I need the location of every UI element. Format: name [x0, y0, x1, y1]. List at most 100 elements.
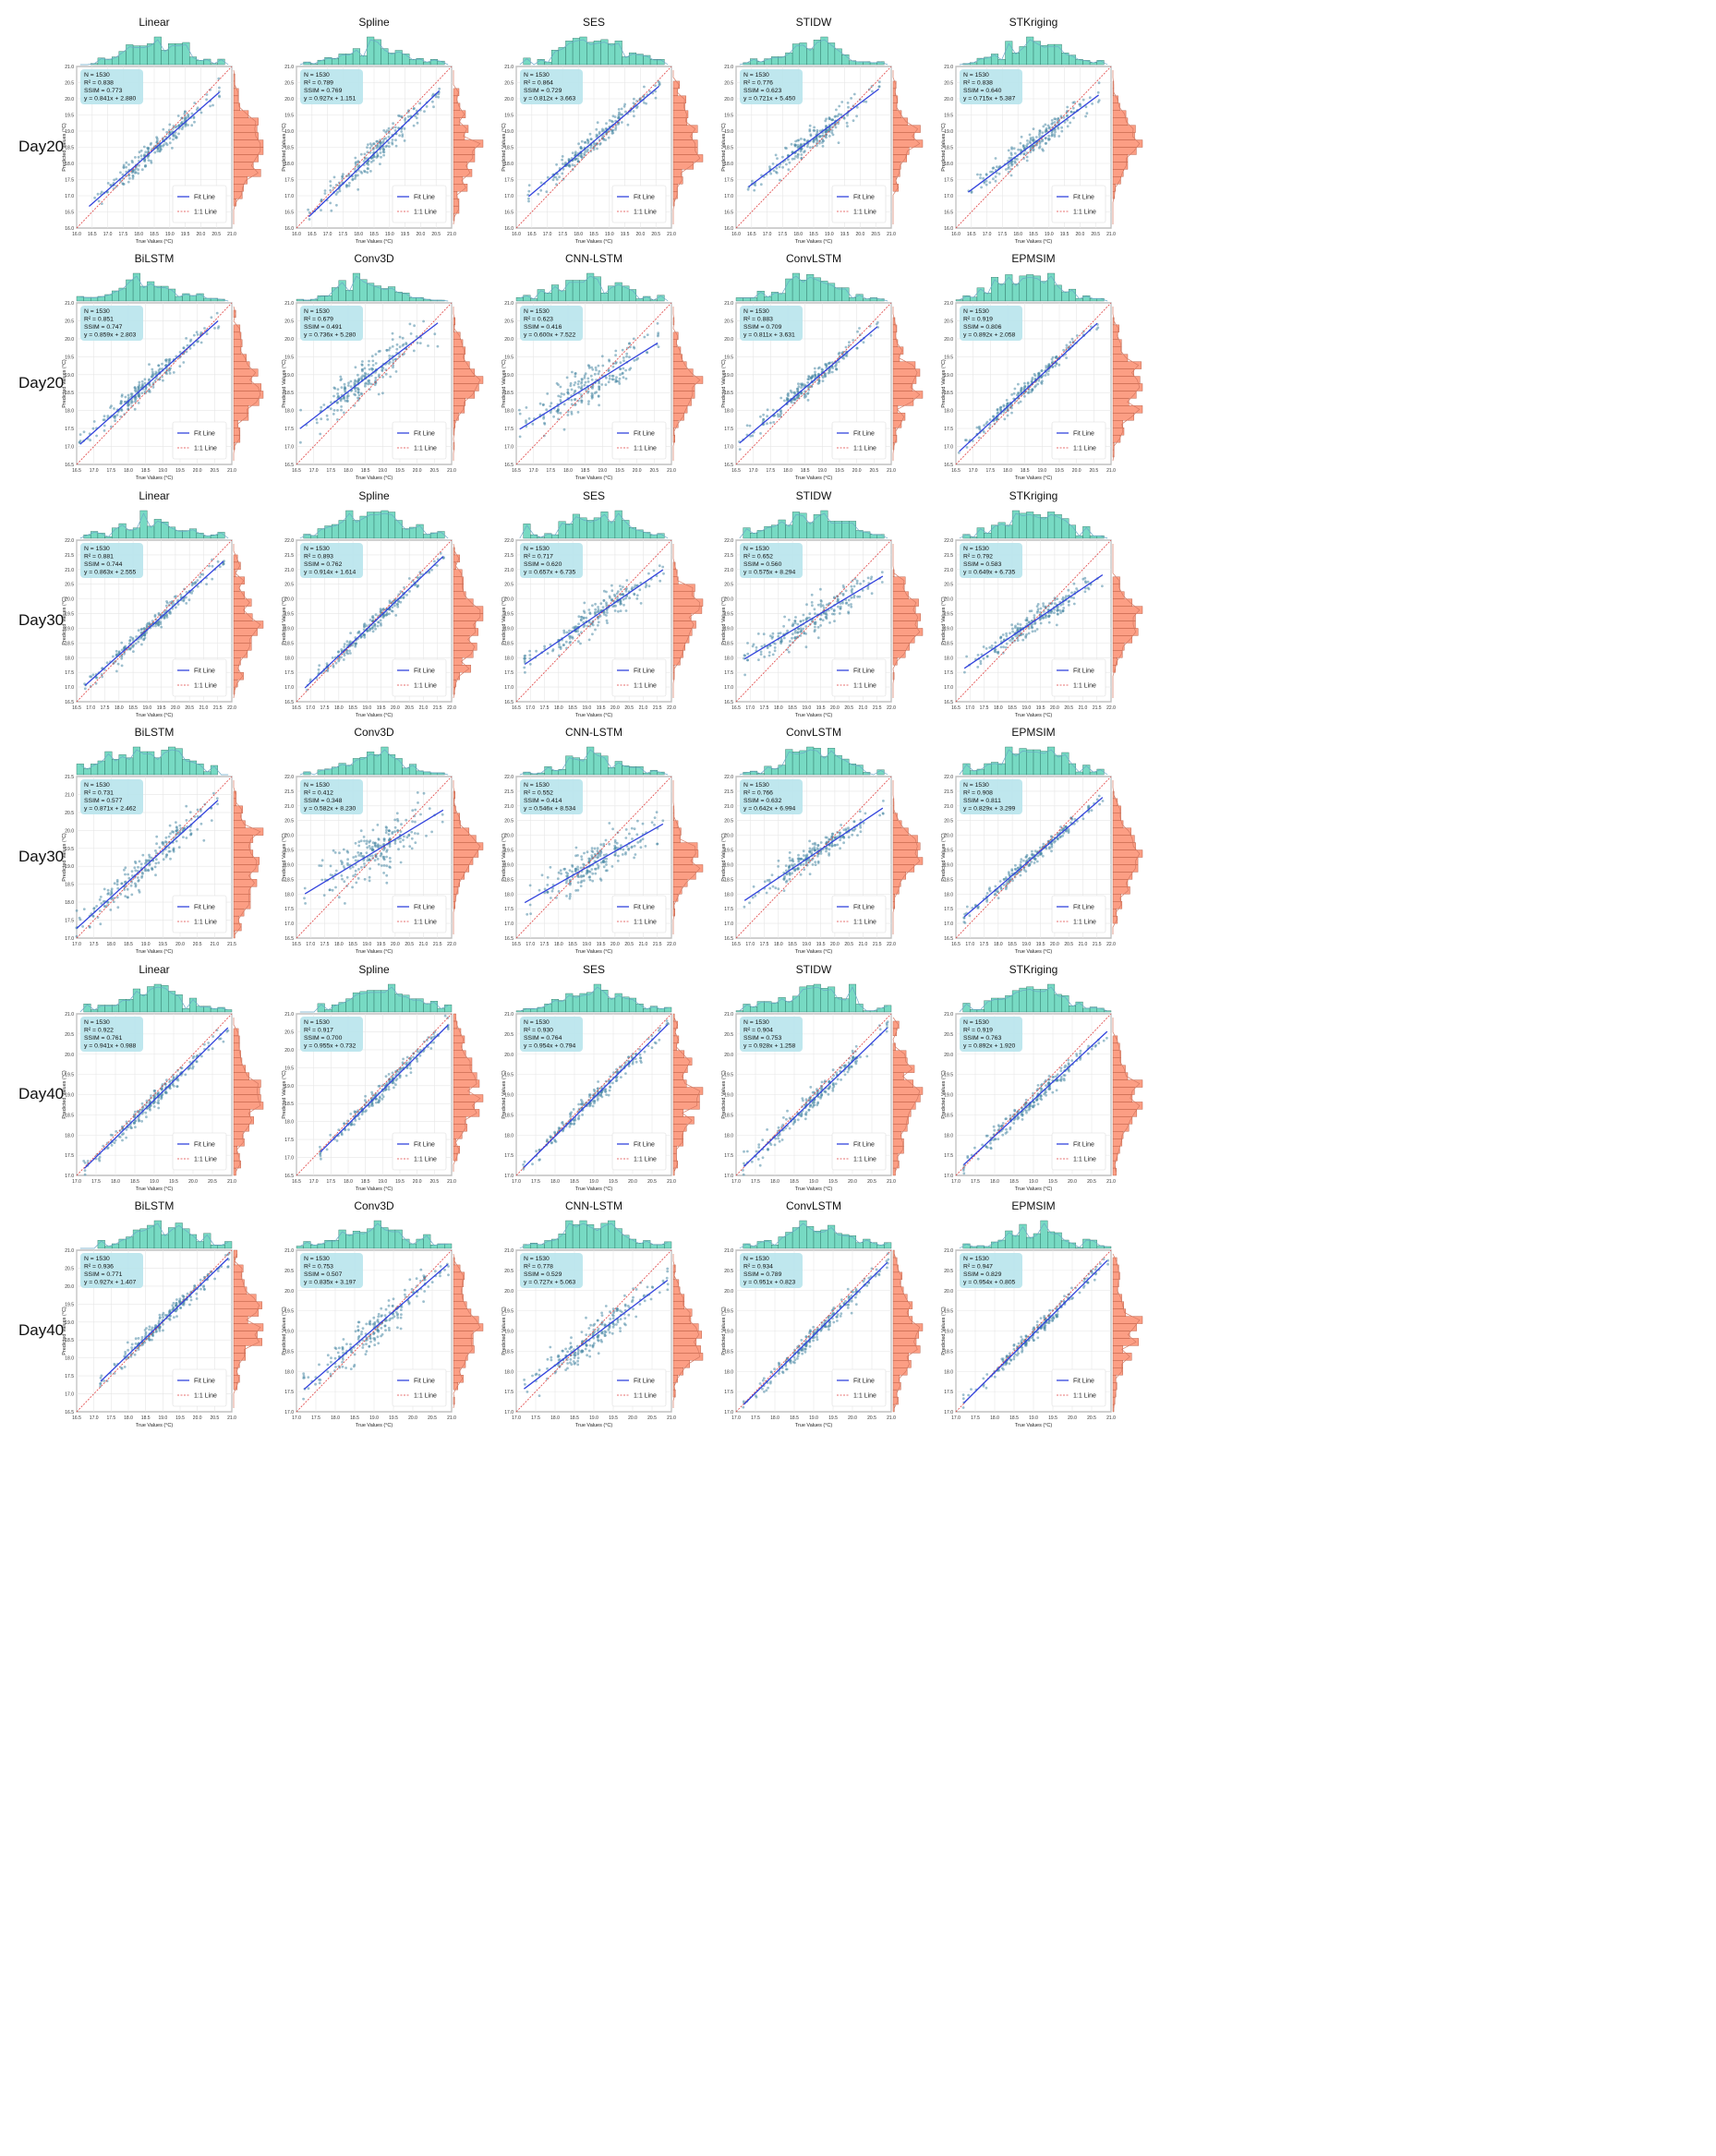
- scatter-point: [630, 587, 634, 591]
- scatter-point: [362, 628, 366, 632]
- scatter-point: [821, 619, 825, 622]
- scatter-point: [760, 644, 764, 648]
- top-hist-bar: [1061, 291, 1069, 302]
- scatter-point: [1047, 363, 1051, 366]
- scatter-point: [408, 590, 411, 593]
- top-hist-bar: [161, 521, 169, 539]
- scatter-point: [656, 321, 659, 325]
- scatter-point: [562, 403, 566, 406]
- right-hist-bar: [892, 361, 916, 369]
- right-hist-bar: [1112, 620, 1136, 629]
- right-hist-bar: [672, 591, 695, 599]
- scatter-point: [782, 636, 786, 640]
- stats-box: [520, 306, 583, 341]
- y-tick-label: 17.0: [944, 194, 953, 199]
- scatter-point: [610, 378, 614, 381]
- y-tick-label: 18.5: [65, 146, 74, 151]
- top-hist-bar: [153, 36, 162, 66]
- y-tick-label: 17.5: [944, 427, 953, 432]
- right-hist-bar: [453, 613, 484, 621]
- right-kde-curve: [1112, 544, 1141, 698]
- x-tick-label: 20.0: [1072, 468, 1082, 474]
- scatter-point: [148, 853, 151, 857]
- scatter-point: [196, 584, 199, 588]
- scatter-point: [768, 165, 771, 169]
- scatter-point: [416, 121, 419, 125]
- scatter-point: [393, 604, 396, 608]
- right-hist-bar: [233, 346, 242, 355]
- scatter-point: [816, 382, 820, 385]
- right-hist-bar: [672, 102, 685, 111]
- chart-title: STIDW: [796, 16, 832, 29]
- chart-title: Conv3D: [354, 252, 394, 265]
- scatter-point: [192, 333, 196, 337]
- scatter-point: [807, 378, 811, 381]
- x-tick-label: 17.5: [546, 468, 555, 474]
- scatter-point: [1019, 400, 1022, 403]
- scatter-point: [654, 84, 657, 88]
- scatter-point: [813, 608, 816, 611]
- x-tick-label: 18.5: [1021, 468, 1030, 474]
- scatter-point: [156, 150, 160, 153]
- x-tick-label: 18.0: [563, 468, 573, 474]
- scatter-point: [596, 134, 599, 138]
- scatter-point: [398, 345, 402, 349]
- top-hist-bar: [97, 533, 105, 539]
- scatter-point: [559, 645, 562, 649]
- scatter-point: [1039, 621, 1043, 625]
- top-histogram: [955, 272, 1108, 302]
- scatter-point: [821, 144, 825, 148]
- scatter-point: [436, 344, 440, 348]
- scatter-point: [994, 175, 997, 178]
- scatter-point: [1007, 149, 1010, 152]
- scatter-point: [577, 622, 580, 626]
- y-tick-label: 19.5: [504, 355, 514, 360]
- scatter-point: [978, 425, 981, 428]
- top-hist-bar: [955, 299, 963, 302]
- scatter-point: [556, 409, 560, 413]
- scatter-point: [332, 175, 336, 179]
- scatter-point: [361, 374, 365, 378]
- scatter-point: [1057, 126, 1060, 130]
- scatter-point: [139, 154, 143, 158]
- scatter-point: [345, 651, 348, 655]
- scatter-point: [588, 611, 592, 615]
- scatter-point: [367, 363, 370, 367]
- scatter-point: [983, 424, 985, 428]
- top-hist-bar: [345, 510, 354, 539]
- scatter-point: [112, 187, 115, 190]
- scatter-point: [354, 366, 357, 369]
- scatter-point: [1023, 394, 1026, 398]
- y-tick-label: 16.5: [724, 700, 733, 705]
- y-tick-label: 19.5: [65, 114, 74, 119]
- scatter-point: [193, 120, 196, 124]
- chart-title: Spline: [358, 489, 390, 502]
- scatter-point: [591, 393, 594, 397]
- scatter-point: [587, 638, 591, 642]
- scatter-point: [543, 647, 547, 650]
- scatter-point: [1035, 605, 1039, 608]
- scatter-panel: Spline 16.5 17.0 17.5 18.0 18.5 19.0 19.5 20.0 20…: [282, 485, 577, 813]
- scatter-point: [982, 645, 985, 648]
- right-hist-bar: [233, 598, 252, 607]
- scatter-point: [567, 392, 570, 395]
- top-hist-bar: [175, 43, 183, 66]
- right-histogram: [1112, 544, 1143, 698]
- scatter-point: [608, 595, 611, 598]
- scatter-point: [1095, 328, 1098, 331]
- scatter-point: [594, 628, 597, 632]
- scatter-point: [582, 625, 586, 629]
- scatter-point: [985, 655, 989, 657]
- right-hist-bar: [672, 132, 693, 140]
- scatter-point: [850, 603, 852, 606]
- x-tick-label: 16.5: [308, 232, 317, 237]
- scatter-point: [543, 434, 546, 438]
- scatter-point: [140, 379, 144, 383]
- scatter-point: [646, 333, 649, 336]
- y-tick-label: 17.0: [65, 445, 74, 451]
- scatter-point: [368, 379, 371, 382]
- scatter-point: [625, 579, 629, 582]
- x-tick-label: 16.0: [731, 232, 741, 237]
- scatter-point: [169, 857, 172, 861]
